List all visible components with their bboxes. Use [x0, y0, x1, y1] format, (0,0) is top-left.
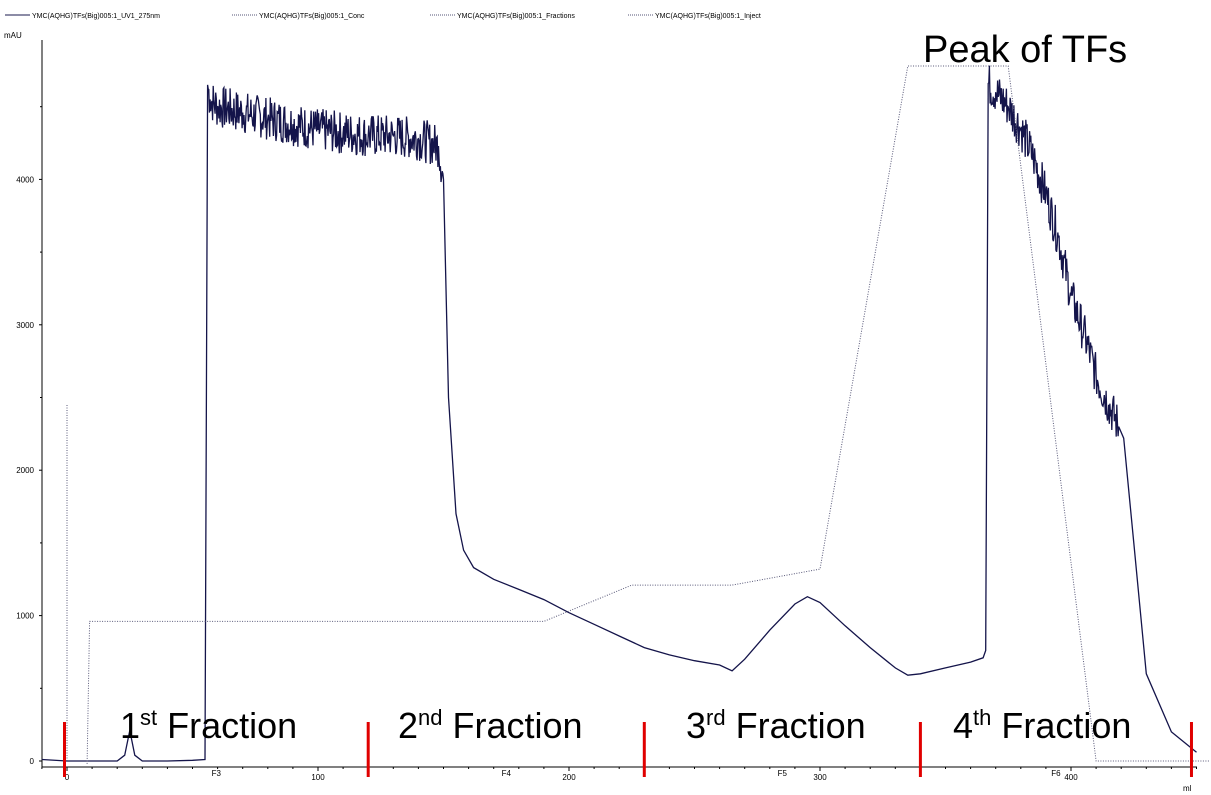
fraction-code: F3 — [212, 769, 222, 778]
conc-trace — [86, 65, 1209, 764]
fraction-label: 4th Fraction — [953, 705, 1131, 746]
fraction-code: F6 — [1051, 769, 1061, 778]
legend-item: YMC(AQHG)TFs(Big)005:1_UV1_275nm — [5, 13, 160, 20]
x-tick-label: 300 — [813, 773, 827, 782]
legend-item: YMC(AQHG)TFs(Big)005:1_Fractions — [430, 13, 575, 20]
y-tick-label: 1000 — [16, 612, 34, 621]
x-tick-label: 200 — [562, 773, 576, 782]
x-tick-label: 0 — [65, 773, 70, 782]
y-axis-label: mAU — [4, 31, 22, 40]
legend-label: YMC(AQHG)TFs(Big)005:1_UV1_275nm — [32, 13, 160, 20]
uv-trace — [41, 65, 1197, 762]
fraction-label: 3rd Fraction — [686, 705, 866, 746]
fraction-markers: F3 F4 F5 F6 — [62, 722, 1193, 778]
fraction-code: F5 — [778, 769, 788, 778]
legend-item: YMC(AQHG)TFs(Big)005:1_Inject — [628, 13, 761, 20]
y-tick-label: 2000 — [16, 466, 34, 475]
y-tick-label: 3000 — [16, 321, 34, 330]
x-tick-label: 100 — [311, 773, 325, 782]
peak-label: Peak of TFs — [923, 29, 1127, 71]
legend: YMC(AQHG)TFs(Big)005:1_UV1_275nm YMC(AQHG… — [5, 13, 761, 20]
axes: 0 1000 2000 3000 4000 0 100 200 300 400 — [16, 40, 1197, 782]
legend-label: YMC(AQHG)TFs(Big)005:1_Inject — [655, 13, 761, 20]
x-tick-label: 400 — [1064, 773, 1078, 782]
annotations: 1st Fraction 2nd Fraction 3rd Fraction 4th … — [120, 29, 1131, 746]
legend-label: YMC(AQHG)TFs(Big)005:1_Fractions — [457, 13, 575, 20]
legend-item: YMC(AQHG)TFs(Big)005:1_Conc — [232, 13, 365, 20]
fraction-label: 1st Fraction — [120, 705, 297, 746]
fraction-code: F4 — [502, 769, 512, 778]
y-tick-label: 0 — [30, 757, 35, 766]
x-axis-label: ml — [1183, 784, 1192, 793]
legend-label: YMC(AQHG)TFs(Big)005:1_Conc — [259, 13, 365, 20]
series-layer — [41, 65, 1209, 764]
y-tick-label: 4000 — [16, 175, 34, 184]
fraction-label: 2nd Fraction — [398, 705, 583, 746]
